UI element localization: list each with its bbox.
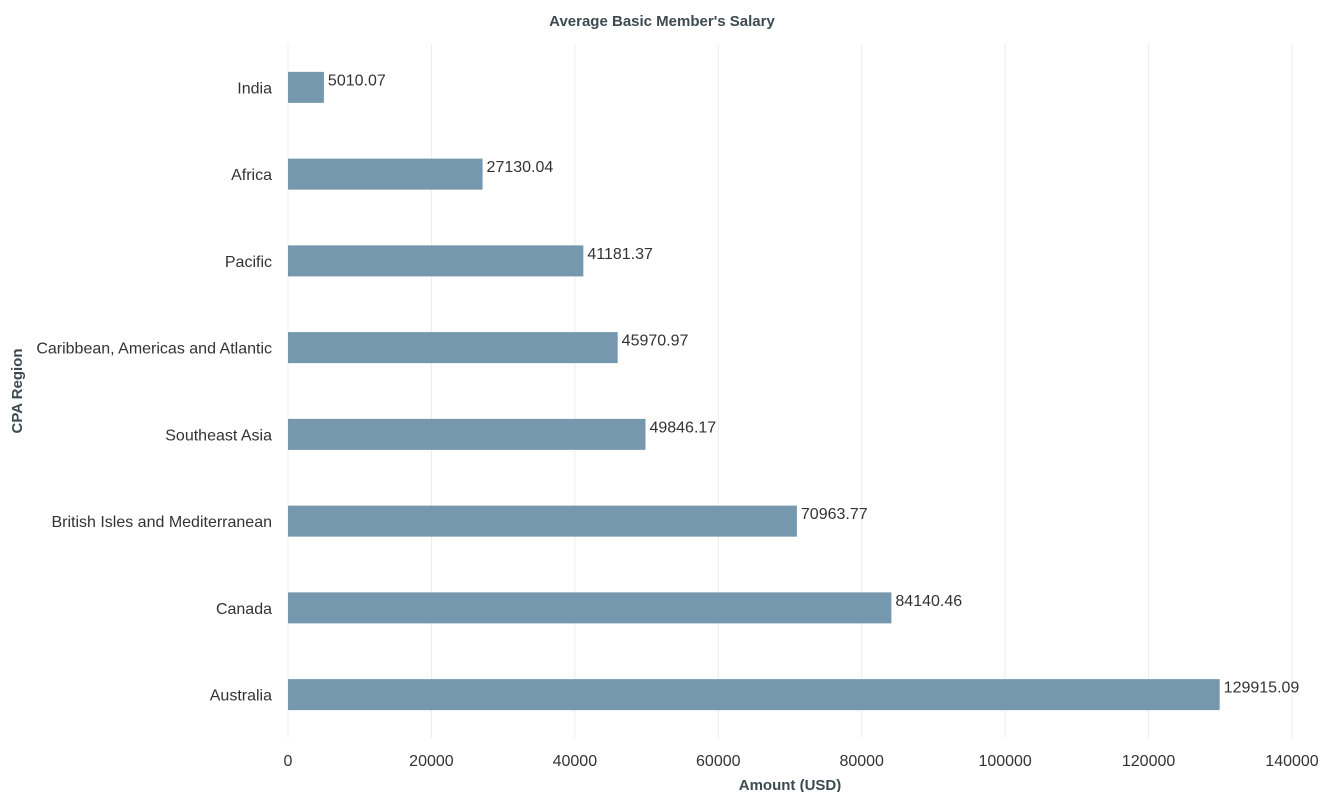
x-axis-title: Amount (USD) <box>739 777 841 792</box>
x-tick-label: 140000 <box>1265 753 1318 770</box>
bar <box>288 332 618 364</box>
category-labels: India Africa Pacific Caribbean, Americas an… <box>36 80 272 704</box>
data-label: 84140.46 <box>895 593 962 610</box>
data-label: 129915.09 <box>1224 680 1300 697</box>
gridlines <box>287 44 1293 738</box>
category-label: Pacific <box>225 254 272 271</box>
bar <box>288 592 892 624</box>
x-tick-label: 60000 <box>696 753 741 770</box>
data-label: 41181.37 <box>587 246 653 263</box>
y-axis-title: CPA Region <box>9 349 26 434</box>
x-tick-label: 0 <box>284 753 293 770</box>
chart-title: Average Basic Member's Salary <box>549 13 775 30</box>
x-tick-labels: 0 20000 40000 60000 80000 100000 120000 140000 <box>284 753 1319 770</box>
bar <box>288 158 483 190</box>
data-label: 27130.04 <box>487 159 554 176</box>
data-labels: 5010.07 27130.04 41181.37 45970.97 49846.17 7… <box>328 72 1299 696</box>
category-label: Southeast Asia <box>165 427 272 444</box>
category-label: Australia <box>210 688 272 705</box>
data-label: 70963.77 <box>801 506 868 523</box>
data-label: 49846.17 <box>649 419 716 436</box>
category-label: British Isles and Mediterranean <box>51 514 272 531</box>
bar <box>288 418 646 450</box>
data-label: 5010.07 <box>328 72 386 89</box>
bar <box>288 679 1220 711</box>
category-label: Africa <box>231 167 272 184</box>
data-label: 45970.97 <box>622 333 689 350</box>
category-label: India <box>237 80 272 97</box>
x-tick-label: 20000 <box>409 753 454 770</box>
x-tick-label: 80000 <box>839 753 884 770</box>
bars <box>288 71 1220 711</box>
bar <box>288 71 324 103</box>
x-tick-label: 120000 <box>1122 753 1175 770</box>
x-tick-label: 100000 <box>978 753 1031 770</box>
x-tick-label: 40000 <box>553 753 598 770</box>
bar <box>288 505 797 537</box>
category-label: Caribbean, Americas and Atlantic <box>36 341 272 358</box>
bar <box>288 245 584 277</box>
category-label: Canada <box>216 601 272 618</box>
